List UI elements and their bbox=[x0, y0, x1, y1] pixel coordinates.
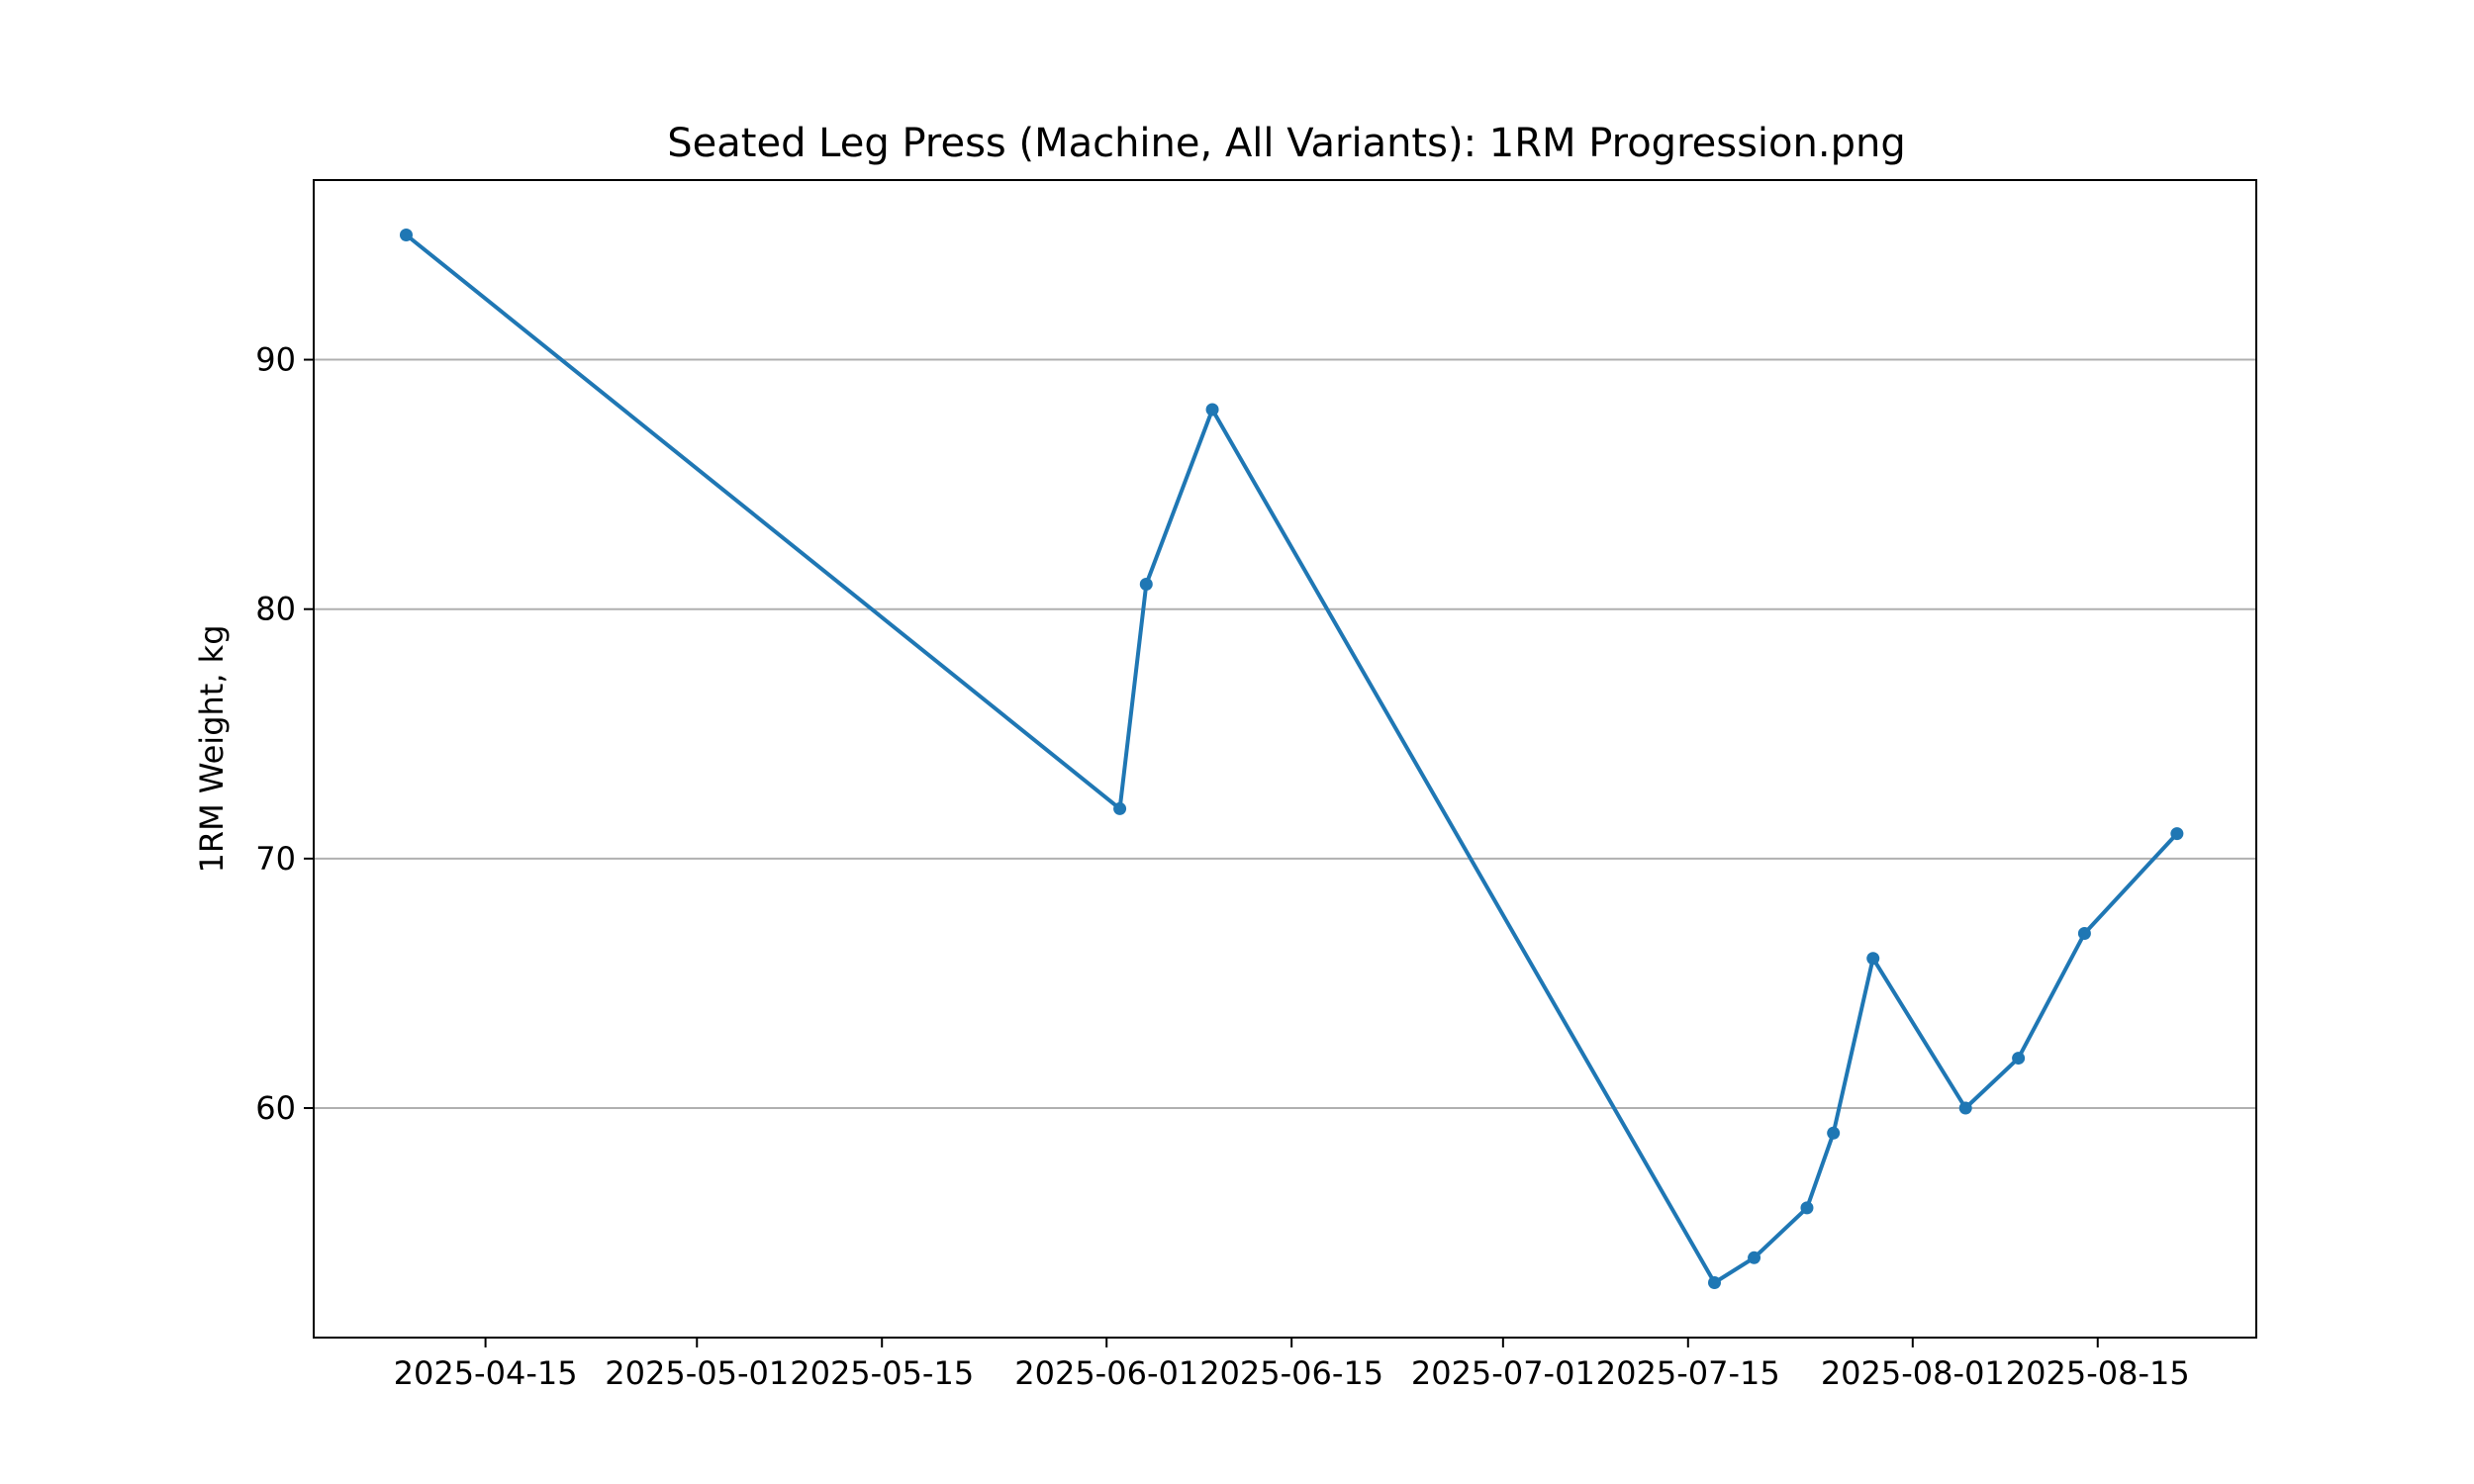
data-point bbox=[2077, 927, 2091, 941]
x-tick-label: 2025-04-15 bbox=[394, 1354, 578, 1392]
data-series bbox=[399, 228, 2184, 1290]
y-tick-label: 70 bbox=[255, 840, 296, 878]
chart-title: Seated Leg Press (Machine, All Variants)… bbox=[667, 121, 1905, 166]
data-point bbox=[1113, 801, 1127, 815]
y-tick-label: 90 bbox=[255, 341, 296, 379]
y-tick-label: 80 bbox=[255, 591, 296, 628]
data-point bbox=[1139, 577, 1153, 591]
data-point bbox=[1800, 1201, 1814, 1215]
data-point bbox=[1707, 1276, 1721, 1290]
x-tick-label: 2025-06-15 bbox=[1199, 1354, 1383, 1392]
data-point bbox=[1827, 1126, 1841, 1140]
x-tick-label: 2025-07-15 bbox=[1596, 1354, 1780, 1392]
x-tick-label: 2025-07-01 bbox=[1411, 1354, 1595, 1392]
x-tick-label: 2025-08-15 bbox=[2006, 1354, 2190, 1392]
data-point bbox=[2012, 1052, 2026, 1066]
grid-lines bbox=[314, 358, 2256, 1110]
data-point bbox=[1205, 403, 1219, 417]
data-point bbox=[1748, 1251, 1761, 1264]
y-axis-ticks: 60 70 80 90 bbox=[255, 341, 314, 1127]
data-point bbox=[1866, 952, 1880, 966]
x-axis-ticks: 2025-04-15 2025-05-01 2025-05-15 2025-06-01… bbox=[394, 1338, 2190, 1392]
x-tick-label: 2025-05-01 bbox=[605, 1354, 789, 1392]
data-point bbox=[399, 228, 413, 241]
y-axis-label: 1RM Weight, kg bbox=[193, 624, 231, 873]
data-point bbox=[1958, 1101, 1972, 1115]
y-tick-label: 60 bbox=[255, 1089, 296, 1127]
x-tick-label: 2025-05-15 bbox=[790, 1354, 974, 1392]
x-tick-label: 2025-08-01 bbox=[1821, 1354, 2005, 1392]
x-tick-label: 2025-06-01 bbox=[1014, 1354, 1198, 1392]
data-point bbox=[2170, 827, 2184, 841]
plot-area-frame bbox=[313, 179, 2257, 1339]
